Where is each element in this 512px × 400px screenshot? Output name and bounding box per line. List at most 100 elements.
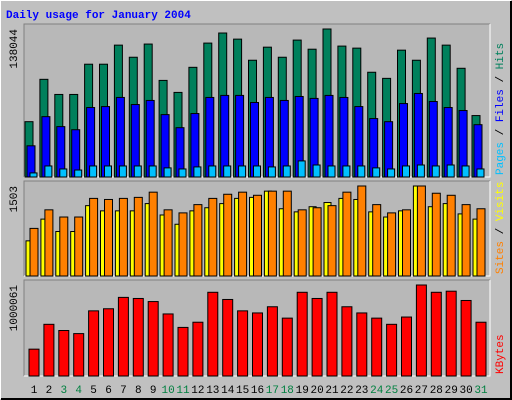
bar bbox=[178, 212, 188, 277]
bar bbox=[73, 333, 85, 377]
x-tick-label: 5 bbox=[90, 385, 97, 397]
legend: KBytes bbox=[495, 334, 507, 374]
y-max-label: 1503 bbox=[9, 186, 21, 212]
legend-entry: Files bbox=[495, 89, 507, 122]
x-tick-label: 8 bbox=[135, 385, 142, 397]
bar bbox=[402, 165, 410, 178]
bar bbox=[29, 227, 39, 277]
bar bbox=[163, 209, 173, 277]
bar bbox=[372, 204, 382, 277]
bar bbox=[387, 212, 397, 277]
bar bbox=[163, 167, 172, 178]
bar bbox=[132, 297, 144, 377]
bar bbox=[416, 164, 425, 178]
x-tick-label: 6 bbox=[105, 385, 112, 397]
bar bbox=[264, 96, 274, 178]
y-max-label: 138044 bbox=[9, 29, 21, 69]
x-tick-label: 25 bbox=[385, 385, 398, 397]
bar bbox=[43, 323, 55, 377]
x-tick-label: 4 bbox=[75, 385, 82, 397]
bar bbox=[178, 168, 187, 178]
bar bbox=[177, 326, 189, 377]
bar bbox=[104, 198, 113, 277]
bar bbox=[327, 165, 336, 178]
x-tick-label: 28 bbox=[430, 385, 443, 397]
legend-entry: Hits bbox=[495, 43, 507, 69]
bar bbox=[431, 165, 440, 178]
bar bbox=[356, 312, 368, 377]
bar bbox=[461, 204, 471, 277]
bar bbox=[58, 330, 70, 377]
bar bbox=[476, 168, 485, 178]
bar bbox=[238, 191, 248, 277]
bar bbox=[324, 94, 334, 178]
bar bbox=[104, 165, 112, 178]
bar bbox=[312, 164, 321, 178]
bar bbox=[476, 208, 486, 277]
x-tick-label: 14 bbox=[221, 385, 235, 397]
x-tick-label: 21 bbox=[325, 385, 339, 397]
bar bbox=[103, 308, 114, 377]
bar bbox=[74, 169, 83, 178]
bar bbox=[387, 168, 396, 178]
bar bbox=[252, 312, 263, 377]
bar bbox=[235, 94, 245, 178]
y-max-label: 1000061 bbox=[9, 285, 21, 332]
bar bbox=[445, 290, 457, 377]
bar bbox=[430, 291, 442, 377]
plot-bevel-dark bbox=[23, 279, 490, 376]
bar bbox=[446, 194, 456, 277]
bar bbox=[253, 165, 261, 178]
bar bbox=[44, 209, 54, 277]
bar bbox=[89, 197, 99, 277]
x-tick-label: 19 bbox=[296, 385, 309, 397]
bar bbox=[222, 298, 234, 377]
bar bbox=[223, 193, 233, 277]
bar bbox=[413, 92, 423, 178]
bar bbox=[89, 165, 98, 178]
bar bbox=[193, 204, 203, 277]
plot-bevel-dark bbox=[23, 180, 490, 276]
x-tick-label: 12 bbox=[191, 385, 204, 397]
bar bbox=[402, 209, 411, 277]
x-tick-label: 7 bbox=[120, 385, 127, 397]
bar bbox=[207, 291, 219, 377]
bar bbox=[401, 316, 412, 377]
legend-entry: KBytes bbox=[495, 334, 507, 374]
bar bbox=[461, 165, 470, 178]
bar bbox=[223, 165, 232, 178]
bar bbox=[118, 197, 128, 277]
bar bbox=[208, 165, 217, 178]
bar bbox=[311, 297, 323, 377]
bar bbox=[205, 96, 215, 178]
bar bbox=[297, 160, 306, 178]
bar bbox=[282, 190, 292, 277]
bar bbox=[237, 310, 249, 377]
x-tick-label: 26 bbox=[400, 385, 413, 397]
legend-entry: Sites bbox=[495, 241, 507, 274]
bar bbox=[326, 291, 338, 377]
bar bbox=[162, 313, 174, 377]
bar bbox=[460, 299, 472, 377]
bar bbox=[88, 310, 100, 377]
bar bbox=[342, 165, 351, 178]
bar bbox=[115, 96, 125, 178]
bar bbox=[44, 165, 53, 178]
x-tick-label: 29 bbox=[445, 385, 458, 397]
bar bbox=[74, 216, 84, 277]
legend-entry: Pages bbox=[495, 142, 507, 175]
x-tick-label: 16 bbox=[251, 385, 264, 397]
bar bbox=[253, 194, 262, 277]
x-tick-label: 22 bbox=[340, 385, 353, 397]
x-tick-label: 20 bbox=[310, 385, 323, 397]
bar bbox=[26, 145, 36, 178]
x-tick-label: 3 bbox=[60, 385, 67, 397]
bar bbox=[282, 165, 291, 178]
bar bbox=[148, 165, 157, 178]
bar bbox=[431, 192, 441, 277]
bar bbox=[267, 166, 276, 178]
x-tick-label: 31 bbox=[474, 385, 488, 397]
legend: Sites / Visits bbox=[495, 182, 507, 274]
x-tick-label: 30 bbox=[459, 385, 472, 397]
legend-entry: Visits bbox=[495, 182, 507, 222]
